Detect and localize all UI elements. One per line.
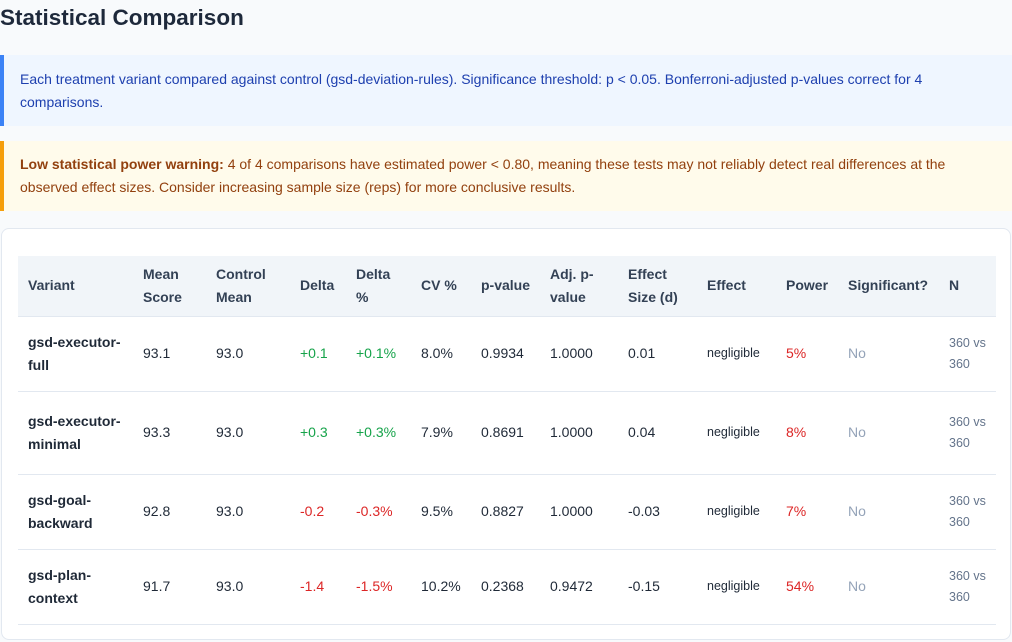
cell-control-mean: 93.0 bbox=[206, 315, 290, 391]
cell-cv: 9.5% bbox=[411, 473, 471, 549]
info-banner: Each treatment variant compared against … bbox=[0, 55, 1012, 126]
cell-p-value: 0.8691 bbox=[471, 390, 540, 474]
cell-n: 360 vs 360 bbox=[939, 473, 996, 549]
header-cv[interactable]: CV % bbox=[421, 277, 457, 294]
cell-effect-size: -0.03 bbox=[618, 473, 697, 549]
cell-power: 8% bbox=[776, 390, 838, 474]
header-control-mean[interactable]: Control Mean bbox=[216, 265, 266, 305]
cell-p-value: 0.9934 bbox=[471, 315, 540, 391]
header-n[interactable]: N bbox=[949, 277, 960, 294]
cell-power: 54% bbox=[776, 548, 838, 625]
cell-cv: 7.9% bbox=[411, 390, 471, 474]
cell-mean-score: 93.3 bbox=[133, 390, 206, 474]
header-mean-score[interactable]: Mean Score bbox=[143, 265, 182, 305]
cell-significant: No bbox=[838, 390, 939, 474]
cell-n: 360 vs 360 bbox=[939, 548, 996, 625]
table-row: gsd-plan-context 91.7 93.0 -1.4 -1.5% 10… bbox=[18, 548, 996, 625]
table-header-row: Variant Mean Score Control Mean Delta De… bbox=[18, 256, 996, 316]
cell-effect: negligible bbox=[697, 390, 776, 474]
comparison-card: Variant Mean Score Control Mean Delta De… bbox=[1, 228, 1011, 640]
cell-control-mean: 93.0 bbox=[206, 548, 290, 625]
cell-significant: No bbox=[838, 473, 939, 549]
table-row: gsd-goal-backward 92.8 93.0 -0.2 -0.3% 9… bbox=[18, 473, 996, 549]
cell-adj-p-value: 1.0000 bbox=[540, 315, 618, 391]
header-adj-p-value[interactable]: Adj. p-value bbox=[550, 265, 594, 305]
cell-variant: gsd-executor-minimal bbox=[18, 390, 133, 474]
header-effect-size[interactable]: Effect Size (d) bbox=[628, 265, 678, 305]
cell-delta: +0.1 bbox=[290, 315, 346, 391]
cell-variant: gsd-plan-context bbox=[18, 548, 133, 625]
cell-adj-p-value: 1.0000 bbox=[540, 473, 618, 549]
cell-significant: No bbox=[838, 548, 939, 625]
header-delta-pct[interactable]: Delta % bbox=[356, 265, 391, 305]
cell-delta: -1.4 bbox=[290, 548, 346, 625]
cell-n: 360 vs 360 bbox=[939, 315, 996, 391]
cell-delta-pct: -0.3% bbox=[346, 473, 411, 549]
cell-control-mean: 93.0 bbox=[206, 473, 290, 549]
cell-p-value: 0.8827 bbox=[471, 473, 540, 549]
page-title: Statistical Comparison bbox=[0, 5, 244, 30]
cell-effect-size: 0.01 bbox=[618, 315, 697, 391]
cell-mean-score: 92.8 bbox=[133, 473, 206, 549]
cell-p-value: 0.2368 bbox=[471, 548, 540, 625]
cell-control-mean: 93.0 bbox=[206, 390, 290, 474]
warning-text: 4 of 4 comparisons have estimated power … bbox=[20, 156, 946, 195]
cell-mean-score: 93.1 bbox=[133, 315, 206, 391]
cell-effect: negligible bbox=[697, 315, 776, 391]
comparison-table: Variant Mean Score Control Mean Delta De… bbox=[18, 256, 996, 625]
cell-adj-p-value: 0.9472 bbox=[540, 548, 618, 625]
header-p-value[interactable]: p-value bbox=[481, 277, 531, 294]
header-variant[interactable]: Variant bbox=[28, 277, 75, 294]
cell-effect-size: -0.15 bbox=[618, 548, 697, 625]
cell-power: 7% bbox=[776, 473, 838, 549]
cell-delta: +0.3 bbox=[290, 390, 346, 474]
cell-effect: negligible bbox=[697, 548, 776, 625]
cell-cv: 10.2% bbox=[411, 548, 471, 625]
info-text: Each treatment variant compared against … bbox=[20, 71, 923, 110]
table-row: gsd-executor-minimal 93.3 93.0 +0.3 +0.3… bbox=[18, 390, 996, 474]
cell-delta-pct: -1.5% bbox=[346, 548, 411, 625]
cell-delta-pct: +0.1% bbox=[346, 315, 411, 391]
warning-label: Low statistical power warning: bbox=[20, 156, 224, 172]
cell-delta-pct: +0.3% bbox=[346, 390, 411, 474]
cell-adj-p-value: 1.0000 bbox=[540, 390, 618, 474]
cell-effect-size: 0.04 bbox=[618, 390, 697, 474]
header-delta[interactable]: Delta bbox=[300, 277, 335, 294]
cell-mean-score: 91.7 bbox=[133, 548, 206, 625]
cell-significant: No bbox=[838, 315, 939, 391]
cell-power: 5% bbox=[776, 315, 838, 391]
header-power[interactable]: Power bbox=[786, 277, 829, 294]
low-power-warning: Low statistical power warning: 4 of 4 co… bbox=[0, 141, 1012, 211]
table-row: gsd-executor-full 93.1 93.0 +0.1 +0.1% 8… bbox=[18, 315, 996, 391]
cell-delta: -0.2 bbox=[290, 473, 346, 549]
cell-cv: 8.0% bbox=[411, 315, 471, 391]
header-significant[interactable]: Significant? bbox=[848, 277, 929, 294]
cell-variant: gsd-goal-backward bbox=[18, 473, 133, 549]
cell-n: 360 vs 360 bbox=[939, 390, 996, 474]
cell-effect: negligible bbox=[697, 473, 776, 549]
header-effect[interactable]: Effect bbox=[707, 277, 746, 294]
cell-variant: gsd-executor-full bbox=[18, 315, 133, 391]
